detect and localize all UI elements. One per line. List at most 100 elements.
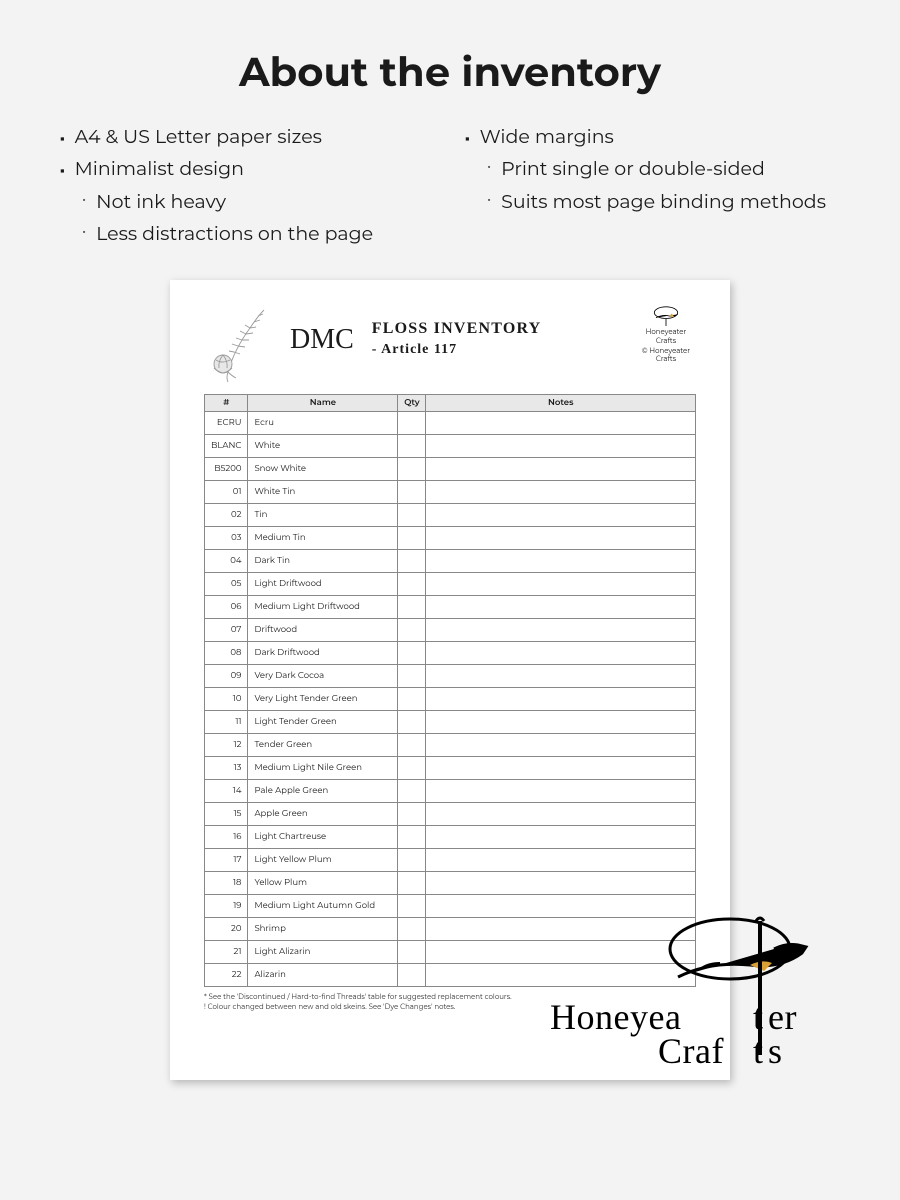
cell-qty — [398, 619, 426, 642]
cell-name: Medium Light Nile Green — [248, 757, 398, 780]
feature-column-left: A4 & US Letter paper sizes Minimalist de… — [60, 121, 435, 250]
cell-qty — [398, 964, 426, 987]
feature-text: Wide margins — [480, 121, 614, 153]
table-row: 06Medium Light Driftwood — [205, 596, 696, 619]
footnote-line: * See the 'Discontinued / Hard-to-find T… — [204, 992, 696, 1001]
cell-qty — [398, 573, 426, 596]
cell-qty — [398, 757, 426, 780]
cell-number: 10 — [205, 688, 248, 711]
cell-notes — [426, 780, 696, 803]
cell-notes — [426, 964, 696, 987]
cell-name: Alizarin — [248, 964, 398, 987]
cell-qty — [398, 803, 426, 826]
cell-name: Yellow Plum — [248, 872, 398, 895]
table-row: 12Tender Green — [205, 734, 696, 757]
floral-decoration-icon — [204, 306, 284, 386]
cell-qty — [398, 688, 426, 711]
feature-item: Minimalist design — [60, 153, 435, 185]
cell-number: 04 — [205, 550, 248, 573]
cell-number: 17 — [205, 849, 248, 872]
cell-notes — [426, 757, 696, 780]
cell-notes — [426, 458, 696, 481]
cell-notes — [426, 803, 696, 826]
cell-number: 19 — [205, 895, 248, 918]
cell-qty — [398, 826, 426, 849]
cell-name: Driftwood — [248, 619, 398, 642]
cell-notes — [426, 872, 696, 895]
publisher-badge: Honeyeater Crafts © Honeyeater Crafts — [636, 306, 696, 364]
cell-number: 02 — [205, 504, 248, 527]
footnotes: * See the 'Discontinued / Hard-to-find T… — [204, 992, 696, 1011]
brand-name: Crafts — [656, 336, 676, 345]
feature-text: Print single or double-sided — [501, 153, 765, 185]
cell-qty — [398, 895, 426, 918]
cell-qty — [398, 665, 426, 688]
cell-number: 21 — [205, 941, 248, 964]
cell-name: Ecru — [248, 412, 398, 435]
cell-qty — [398, 458, 426, 481]
cell-qty — [398, 527, 426, 550]
svg-text:t: t — [753, 997, 764, 1037]
cell-qty — [398, 711, 426, 734]
inventory-table: # Name Qty Notes ECRUEcruBLANCWhiteB5200… — [204, 394, 696, 987]
footnote-line: ! Colour changed between new and old ske… — [204, 1002, 696, 1011]
table-row: 02Tin — [205, 504, 696, 527]
table-header-row: # Name Qty Notes — [205, 395, 696, 412]
cell-number: 01 — [205, 481, 248, 504]
cell-notes — [426, 665, 696, 688]
cell-name: Light Alizarin — [248, 941, 398, 964]
svg-text:er: er — [768, 997, 797, 1037]
cell-number: 09 — [205, 665, 248, 688]
cell-notes — [426, 481, 696, 504]
document-header: DMC Floss Inventory - Article 117 Honeye… — [204, 306, 696, 392]
table-row: 13Medium Light Nile Green — [205, 757, 696, 780]
table-row: 07Driftwood — [205, 619, 696, 642]
cell-name: Pale Apple Green — [248, 780, 398, 803]
col-header-number: # — [205, 395, 248, 412]
cell-notes — [426, 918, 696, 941]
cell-name: Light Yellow Plum — [248, 849, 398, 872]
cell-name: Apple Green — [248, 803, 398, 826]
cell-name: Very Light Tender Green — [248, 688, 398, 711]
cell-name: Dark Driftwood — [248, 642, 398, 665]
cell-notes — [426, 596, 696, 619]
document-title: Floss Inventory — [372, 320, 636, 338]
cell-number: ECRU — [205, 412, 248, 435]
svg-text:s: s — [768, 1031, 783, 1067]
cell-number: 15 — [205, 803, 248, 826]
cell-number: 05 — [205, 573, 248, 596]
col-header-qty: Qty — [398, 395, 426, 412]
feature-list: A4 & US Letter paper sizes Minimalist de… — [0, 121, 900, 280]
cell-notes — [426, 550, 696, 573]
cell-notes — [426, 504, 696, 527]
cell-qty — [398, 642, 426, 665]
feature-subitem: Suits most page binding methods — [465, 186, 840, 218]
cell-number: 22 — [205, 964, 248, 987]
table-row: 21Light Alizarin — [205, 941, 696, 964]
cell-number: 08 — [205, 642, 248, 665]
table-row: 10Very Light Tender Green — [205, 688, 696, 711]
cell-qty — [398, 504, 426, 527]
cell-number: 03 — [205, 527, 248, 550]
table-row: 05Light Driftwood — [205, 573, 696, 596]
feature-item: A4 & US Letter paper sizes — [60, 121, 435, 153]
cell-notes — [426, 734, 696, 757]
cell-notes — [426, 895, 696, 918]
cell-name: Very Dark Cocoa — [248, 665, 398, 688]
table-row: 09Very Dark Cocoa — [205, 665, 696, 688]
col-header-name: Name — [248, 395, 398, 412]
cell-notes — [426, 435, 696, 458]
feature-column-right: Wide margins Print single or double-side… — [465, 121, 840, 250]
table-row: 04Dark Tin — [205, 550, 696, 573]
inventory-sheet: DMC Floss Inventory - Article 117 Honeye… — [170, 280, 730, 1080]
page-heading: About the inventory — [0, 0, 900, 121]
table-row: 17Light Yellow Plum — [205, 849, 696, 872]
cell-number: 14 — [205, 780, 248, 803]
table-row: 19Medium Light Autumn Gold — [205, 895, 696, 918]
cell-notes — [426, 941, 696, 964]
cell-number: 13 — [205, 757, 248, 780]
feature-text: Less distractions on the page — [96, 218, 373, 250]
cell-number: B5200 — [205, 458, 248, 481]
cell-number: 20 — [205, 918, 248, 941]
cell-name: Tender Green — [248, 734, 398, 757]
